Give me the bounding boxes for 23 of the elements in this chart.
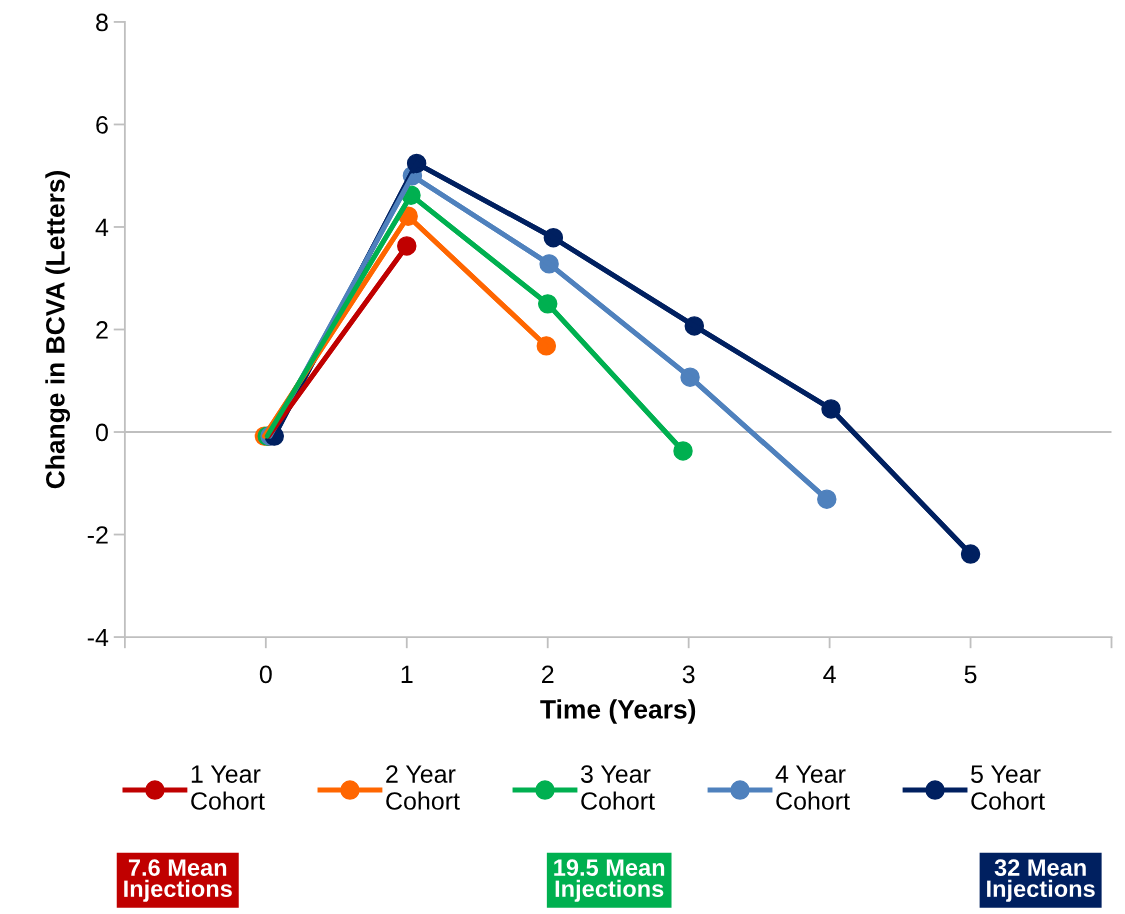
legend-label: 4 Year Cohort: [775, 765, 850, 810]
x-axis-title: Time (Years): [540, 699, 696, 724]
x-tick-label: 1: [401, 665, 413, 683]
y-tick-label: 4: [95, 218, 109, 237]
x-tick-label: 5: [964, 665, 977, 684]
x-tick-label: 3: [682, 665, 695, 684]
y-tick-label: 6: [96, 116, 108, 134]
x-tick-label: 2: [542, 665, 554, 683]
text: 32 Mean Injections: [987, 859, 1095, 902]
y-tick-label: -2: [87, 526, 108, 544]
legend-label: 1 Year Cohort: [191, 765, 265, 810]
y-tick-label: 2: [96, 321, 108, 339]
legend-label: 5 Year Cohort: [971, 765, 1045, 810]
text: 19.5 Mean Injections: [554, 859, 665, 902]
y-axis-title: Change in BCVA (Letters): [45, 170, 71, 489]
x-tick-label: 0: [259, 665, 272, 684]
legend-label: 2 Year Cohort: [386, 765, 460, 810]
y-tick-label: 0: [95, 423, 108, 442]
text: 7.6 Mean Injections: [124, 859, 232, 902]
y-tick-label: 8: [96, 13, 108, 32]
y-tick-label: -4: [87, 628, 109, 647]
legend-label: 3 Year Cohort: [580, 765, 655, 810]
x-tick-label: 4: [823, 665, 836, 683]
